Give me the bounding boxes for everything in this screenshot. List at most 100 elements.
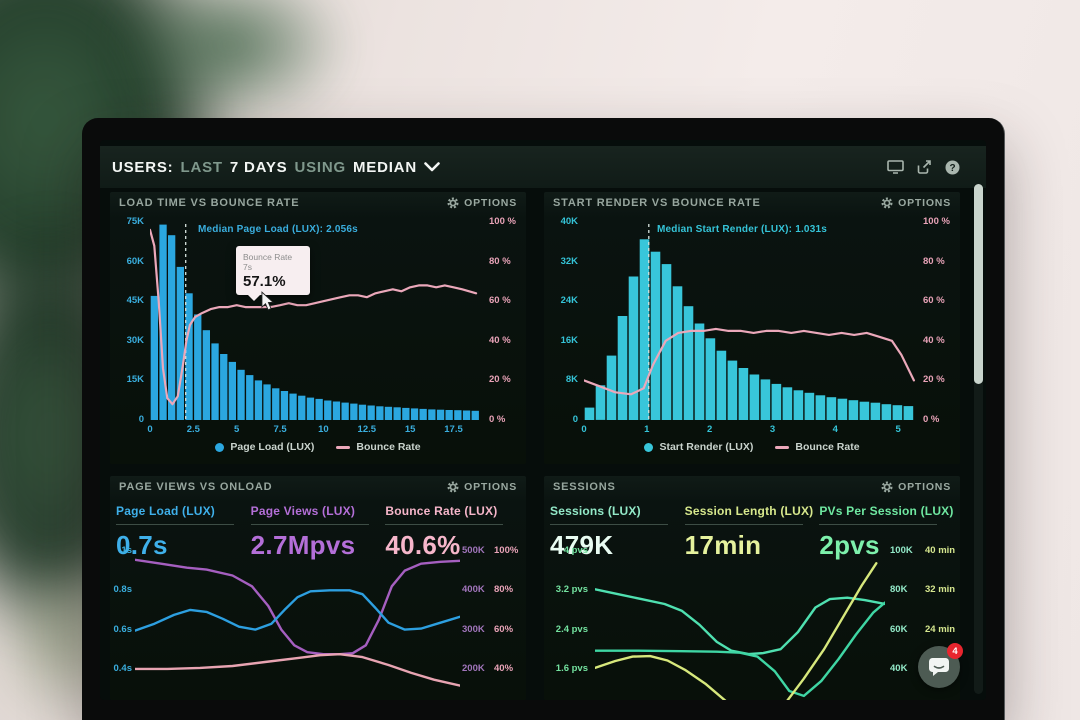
metric-session-length: Session Length (LUX) 17min <box>684 502 820 561</box>
metrics-row: Page Load (LUX) 0.7s Page Views (LUX) 2.… <box>116 502 520 561</box>
panel-title: START RENDER VS BOUNCE RATE <box>553 197 761 209</box>
tooltip-value: 57.1% <box>243 273 286 290</box>
y-axis-left: 1s 0.8s 0.6s 0.4s <box>110 545 133 675</box>
tick-label: 0.4s <box>113 662 133 674</box>
legend-label: Bounce Rate <box>356 441 421 453</box>
tick-label: 0 <box>572 413 578 425</box>
tick-label: 17.5 <box>444 424 463 435</box>
options-button[interactable]: OPTIONS <box>881 197 951 209</box>
panel-header: LOAD TIME VS BOUNCE RATE OPTIONS <box>110 192 526 214</box>
tick-label: 0 <box>147 424 153 435</box>
tick-label: 60 % <box>923 295 945 307</box>
scrollbar-thumb[interactable] <box>974 184 983 384</box>
tick-label: 40 % <box>923 334 945 346</box>
tick-label: 75K <box>126 216 144 227</box>
tick-label: 40% <box>494 662 514 674</box>
panel-page-views: PAGE VIEWS VS ONLOAD OPTIONS Page Load (… <box>110 476 526 700</box>
tick-label: 100 % <box>923 216 950 227</box>
tick-label: 45K <box>126 295 144 307</box>
tooltip-series: Bounce Rate <box>243 252 293 262</box>
metric-value: 40.6% <box>385 530 461 560</box>
metric-label: Page Load (LUX) <box>116 504 216 518</box>
metric-page-views: Page Views (LUX) 2.7Mpvs <box>250 502 386 561</box>
options-label: OPTIONS <box>464 197 517 209</box>
title-users: USERS: <box>112 158 174 176</box>
tick-label: 5 <box>895 424 901 435</box>
tick-label: 12.5 <box>357 424 377 435</box>
tick-label: 20 % <box>489 374 511 386</box>
tick-label: 32 min <box>925 584 956 596</box>
chat-bubble-icon <box>929 658 949 676</box>
metric-label: PVs Per Session (LUX) <box>819 504 954 518</box>
tick-label: 15K <box>126 374 144 386</box>
options-label: OPTIONS <box>898 197 951 209</box>
chat-widget-button[interactable]: 4 <box>918 643 963 688</box>
share-icon[interactable] <box>917 160 932 174</box>
load-time-chart[interactable] <box>150 222 483 420</box>
panel-header: SESSIONS OPTIONS <box>544 476 960 498</box>
tick-label: 40K <box>560 216 578 227</box>
tick-label: 0 <box>581 424 587 435</box>
legend-item: Page Load (LUX) <box>215 441 314 453</box>
title-days: 7 DAYS <box>229 158 288 176</box>
metric-divider <box>385 524 504 525</box>
metric-value: 0.7s <box>116 530 168 560</box>
metric-label: Bounce Rate (LUX) <box>385 504 498 518</box>
header-toolbar: ? <box>887 160 960 175</box>
metric-value: 17min <box>684 530 762 560</box>
page-views-chart[interactable] <box>135 548 460 700</box>
panel-title: PAGE VIEWS VS ONLOAD <box>119 481 273 493</box>
tick-label: 15 <box>404 424 416 435</box>
metric-bounce-rate: Bounce Rate (LUX) 40.6% <box>385 502 520 561</box>
tick-label: 400K <box>462 584 485 596</box>
options-label: OPTIONS <box>464 481 517 493</box>
chart-legend: Start Render (LUX) Bounce Rate <box>544 441 960 453</box>
panel-header: START RENDER VS BOUNCE RATE OPTIONS <box>544 192 960 214</box>
legend-line-icon <box>336 445 351 449</box>
options-button[interactable]: OPTIONS <box>881 481 951 493</box>
y-axis-right: 100 % 80 % 60 % 40 % 20 % 0 % <box>489 216 525 426</box>
y-axis-right-length: 40 min 32 min 24 min <box>925 545 960 675</box>
gear-icon <box>881 481 893 493</box>
legend-dot-icon <box>215 442 225 452</box>
chevron-down-icon[interactable] <box>424 162 440 172</box>
median-annotation: Median Start Render (LUX): 1.031s <box>657 224 827 235</box>
tick-label: 16K <box>560 334 578 346</box>
legend-item: Bounce Rate <box>336 441 421 453</box>
tick-label: 30K <box>126 334 144 346</box>
chart-tooltip: Bounce Rate 7s 57.1% <box>236 246 310 301</box>
options-button[interactable]: OPTIONS <box>447 197 517 209</box>
gear-icon <box>881 197 893 209</box>
tick-label: 24 min <box>925 623 956 635</box>
scrollbar[interactable] <box>974 184 983 694</box>
start-render-chart[interactable] <box>584 222 917 420</box>
metric-label: Sessions (LUX) <box>550 504 641 518</box>
gear-icon <box>447 481 459 493</box>
monitor-icon[interactable] <box>887 160 904 174</box>
title-median: MEDIAN <box>352 158 417 176</box>
tick-label: 0 % <box>489 413 506 425</box>
tick-label: 500K <box>462 545 485 556</box>
tick-label: 40 % <box>489 334 511 346</box>
x-axis: 0 1 2 3 4 5 <box>581 424 917 436</box>
tick-label: 5 <box>234 424 240 435</box>
tick-label: 40 min <box>925 545 956 556</box>
options-label: OPTIONS <box>898 481 951 493</box>
panel-load-time: LOAD TIME VS BOUNCE RATE OPTIONS 75K 60K… <box>110 192 526 464</box>
metric-pvs-per-session: PVs Per Session (LUX) 2pvs <box>819 502 954 561</box>
panel-title: LOAD TIME VS BOUNCE RATE <box>119 197 300 209</box>
tick-label: 60K <box>890 623 908 635</box>
metric-sessions: Sessions (LUX) 479K <box>550 502 685 561</box>
legend-item: Start Render (LUX) <box>644 441 753 453</box>
panel-header: PAGE VIEWS VS ONLOAD OPTIONS <box>110 476 526 498</box>
metric-divider <box>684 524 803 525</box>
tick-label: 0.8s <box>113 584 133 596</box>
metric-divider <box>550 524 668 525</box>
help-icon[interactable]: ? <box>945 160 960 175</box>
metric-divider <box>116 524 234 525</box>
x-axis: 0 2.5 5 7.5 10 12.5 15 17.5 <box>147 424 483 436</box>
options-button[interactable]: OPTIONS <box>447 481 517 493</box>
notification-badge: 4 <box>947 643 963 659</box>
sessions-chart[interactable] <box>595 548 885 700</box>
